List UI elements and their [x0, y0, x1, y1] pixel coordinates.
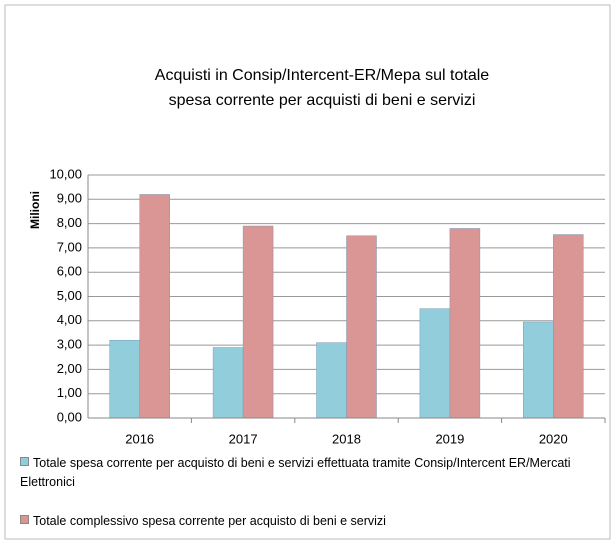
y-tick-label: 2,00	[57, 361, 82, 376]
y-tick-label: 1,00	[57, 385, 82, 400]
legend-swatch	[20, 515, 29, 524]
x-tick-label: 2020	[539, 431, 568, 446]
y-tick-label: 8,00	[57, 215, 82, 230]
bar	[346, 235, 377, 419]
bar	[139, 194, 170, 419]
y-axis-label: Milioni	[28, 191, 42, 229]
bar	[242, 225, 274, 419]
bar	[523, 321, 554, 419]
y-tick-label: 5,00	[57, 288, 82, 303]
bar	[316, 342, 347, 419]
legend-label: Totale spesa corrente per acquisto di be…	[20, 456, 571, 489]
legend-label: Totale complessivo spesa corrente per ac…	[33, 514, 386, 528]
x-tick-label: 2017	[229, 431, 258, 446]
chart-title: spesa corrente per acquisti di beni e se…	[169, 92, 476, 109]
legend-entry: Totale spesa corrente per acquisto di be…	[20, 454, 600, 492]
chart-title: Acquisti in Consip/Intercent-ER/Mepa sul…	[155, 67, 489, 84]
bar	[553, 234, 584, 419]
y-tick-label: 7,00	[57, 239, 82, 254]
y-tick-label: 9,00	[57, 191, 82, 206]
legend-swatch	[20, 457, 29, 466]
x-tick-label: 2019	[435, 431, 464, 446]
bar	[212, 347, 244, 419]
bar	[449, 228, 481, 419]
bar	[419, 308, 451, 419]
bar	[109, 339, 140, 419]
y-tick-label: 0,00	[57, 409, 82, 424]
y-tick-label: 6,00	[57, 264, 82, 279]
y-tick-label: 3,00	[57, 337, 82, 352]
x-tick-label: 2016	[125, 431, 154, 446]
legend-entry: Totale complessivo spesa corrente per ac…	[20, 512, 600, 531]
x-tick-label: 2018	[332, 431, 361, 446]
chart-frame	[4, 4, 611, 540]
y-tick-label: 10,00	[49, 166, 82, 181]
y-tick-label: 4,00	[57, 312, 82, 327]
